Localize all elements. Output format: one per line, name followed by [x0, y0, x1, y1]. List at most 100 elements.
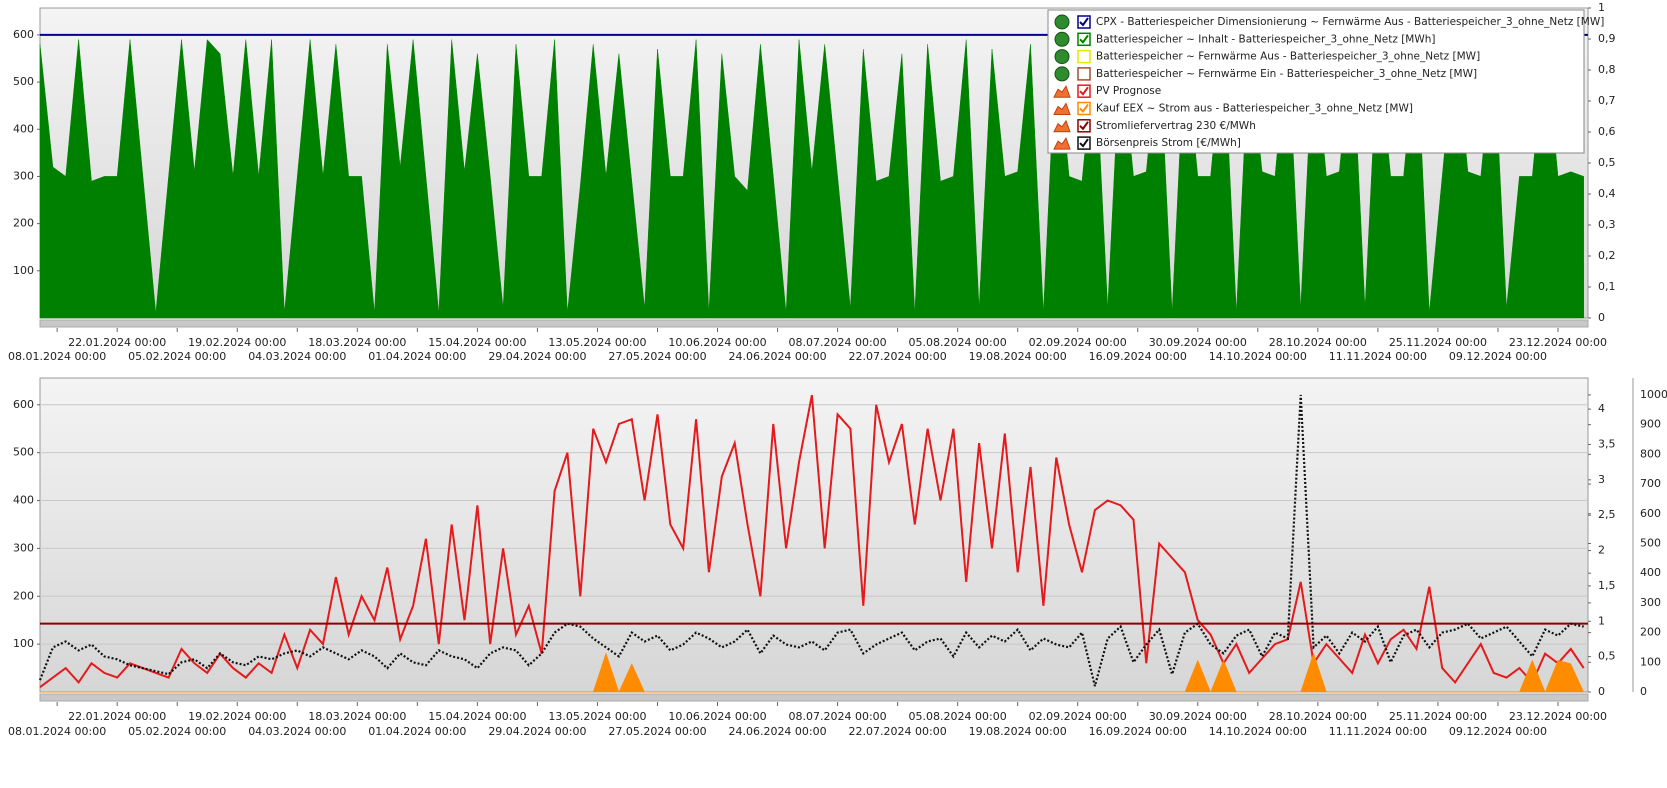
- x-tick-label: 24.06.2024 00:00: [728, 725, 826, 738]
- x-tick-label: 11.11.2024 00:00: [1329, 725, 1427, 738]
- x-tick-label: 25.11.2024 00:00: [1389, 710, 1487, 723]
- x-tick-label: 22.01.2024 00:00: [68, 710, 166, 723]
- x-tick-label: 24.06.2024 00:00: [728, 350, 826, 363]
- y2-tick-label: 0,1: [1598, 280, 1616, 293]
- legend-label: PV Prognose: [1096, 85, 1161, 97]
- x-tick-label: 08.01.2024 00:00: [8, 725, 106, 738]
- y3-tick-label: 400: [1640, 566, 1661, 579]
- y2-tick-label: 0,5: [1598, 156, 1616, 169]
- y-tick-label: 300: [13, 169, 34, 182]
- x-tick-label: 27.05.2024 00:00: [608, 350, 706, 363]
- y2-tick-label: 0,7: [1598, 94, 1616, 107]
- y2-tick-label: 1: [1598, 614, 1605, 627]
- legend-label: CPX - Batteriespeicher Dimensionierung ~…: [1096, 16, 1604, 28]
- x-tick-label: 22.07.2024 00:00: [849, 350, 947, 363]
- x-tick-label: 15.04.2024 00:00: [428, 710, 526, 723]
- x-tick-label: 19.02.2024 00:00: [188, 336, 286, 349]
- legend-check: [1079, 34, 1089, 44]
- x-tick-label: 30.09.2024 00:00: [1149, 336, 1247, 349]
- legend-label: Batteriespeicher ~ Inhalt - Batteriespei…: [1096, 33, 1436, 45]
- x-tick-label: 02.09.2024 00:00: [1029, 710, 1127, 723]
- x-tick-label: 16.09.2024 00:00: [1089, 725, 1187, 738]
- legend-check: [1079, 103, 1089, 114]
- y3-tick-label: 500: [1640, 536, 1661, 549]
- area: [40, 652, 1585, 693]
- y3-tick-label: 1000: [1640, 388, 1667, 401]
- y2-tick-label: 0: [1598, 311, 1605, 324]
- x-tick-label: 05.02.2024 00:00: [128, 725, 226, 738]
- y-tick-label: 100: [13, 637, 34, 650]
- x-tick-label: 10.06.2024 00:00: [668, 336, 766, 349]
- y3-tick-label: 0: [1640, 685, 1647, 698]
- legend-check: [1079, 138, 1089, 148]
- x-tick-label: 04.03.2024 00:00: [248, 725, 346, 738]
- legend-icon: [1053, 102, 1071, 115]
- x-tick-label: 05.02.2024 00:00: [128, 350, 226, 363]
- x-tick-label: 04.03.2024 00:00: [248, 350, 346, 363]
- y3-tick-label: 200: [1640, 626, 1661, 639]
- x-tick-label: 09.12.2024 00:00: [1449, 725, 1547, 738]
- legend-label: Kauf EEX ~ Strom aus - Batteriespeicher_…: [1096, 103, 1413, 115]
- x-tick-label: 19.08.2024 00:00: [969, 725, 1067, 738]
- x-tick-label: 08.07.2024 00:00: [788, 336, 886, 349]
- legend-label: Batteriespeicher ~ Fernwärme Aus - Batte…: [1096, 51, 1480, 63]
- x-tick-label: 15.04.2024 00:00: [428, 336, 526, 349]
- x-tick-label: 02.09.2024 00:00: [1029, 336, 1127, 349]
- x-tick-label: 23.12.2024 00:00: [1509, 710, 1607, 723]
- y2-tick-label: 0,8: [1598, 63, 1616, 76]
- x-tick-label: 29.04.2024 00:00: [488, 350, 586, 363]
- legend-label: Börsenpreis Strom [€/MWh]: [1096, 137, 1241, 149]
- legend-check: [1079, 17, 1089, 27]
- x-tick-label: 08.01.2024 00:00: [8, 350, 106, 363]
- legend-label: Stromliefervertrag 230 €/MWh: [1096, 120, 1256, 132]
- y2-tick-label: 0,6: [1598, 125, 1616, 138]
- legend-label: Batteriespeicher ~ Fernwärme Ein - Batte…: [1096, 68, 1477, 80]
- x-tick-label: 19.02.2024 00:00: [188, 710, 286, 723]
- y-tick-label: 500: [13, 75, 34, 88]
- legend-check: [1079, 121, 1089, 131]
- x-tick-label: 28.10.2024 00:00: [1269, 710, 1367, 723]
- legend-icon: [1053, 137, 1071, 150]
- legend-check: [1079, 86, 1089, 96]
- x-tick-label: 11.11.2024 00:00: [1329, 350, 1427, 363]
- y-tick-label: 400: [13, 122, 34, 135]
- y2-tick-label: 0,9: [1598, 32, 1616, 45]
- y3-tick-label: 100: [1640, 655, 1661, 668]
- x-tick-label: 09.12.2024 00:00: [1449, 350, 1547, 363]
- legend-icon: [1053, 119, 1071, 133]
- y3-tick-label: 300: [1640, 596, 1661, 609]
- y2-tick-label: 3,5: [1598, 437, 1616, 450]
- x-tick-label: 08.07.2024 00:00: [788, 710, 886, 723]
- y-tick-label: 600: [13, 28, 34, 41]
- x-tick-label: 14.10.2024 00:00: [1209, 725, 1307, 738]
- x-tick-label: 28.10.2024 00:00: [1269, 336, 1367, 349]
- y2-tick-label: 0,2: [1598, 249, 1616, 262]
- x-tick-label: 13.05.2024 00:00: [548, 336, 646, 349]
- x-tick-label: 29.04.2024 00:00: [488, 725, 586, 738]
- y2-tick-label: 0: [1598, 685, 1605, 698]
- y2-tick-label: 2,5: [1598, 508, 1616, 521]
- x-tick-label: 01.04.2024 00:00: [368, 350, 466, 363]
- x-tick-label: 19.08.2024 00:00: [969, 350, 1067, 363]
- x-tick-label: 05.08.2024 00:00: [909, 336, 1007, 349]
- x-tick-label: 16.09.2024 00:00: [1089, 350, 1187, 363]
- legend-icon: [1054, 31, 1070, 47]
- y-tick-label: 100: [13, 264, 34, 277]
- x-tick-label: 10.06.2024 00:00: [668, 710, 766, 723]
- y-tick-label: 300: [13, 541, 34, 554]
- y-tick-label: 200: [13, 217, 34, 230]
- y2-tick-label: 1: [1598, 1, 1605, 14]
- scrollbar: [39, 693, 1589, 702]
- y-tick-label: 500: [13, 446, 34, 459]
- y3-tick-label: 800: [1640, 447, 1661, 460]
- line: [39, 395, 1585, 689]
- x-tick-label: 25.11.2024 00:00: [1389, 336, 1487, 349]
- x-tick-label: 23.12.2024 00:00: [1509, 336, 1607, 349]
- legend-box: [1047, 9, 1585, 154]
- x-tick-label: 22.01.2024 00:00: [68, 336, 166, 349]
- x-tick-label: 22.07.2024 00:00: [849, 725, 947, 738]
- legend-icon: [1054, 49, 1070, 65]
- scrollbar: [39, 319, 1589, 328]
- legend-icon: [1054, 66, 1070, 82]
- y3-tick-label: 600: [1640, 507, 1661, 520]
